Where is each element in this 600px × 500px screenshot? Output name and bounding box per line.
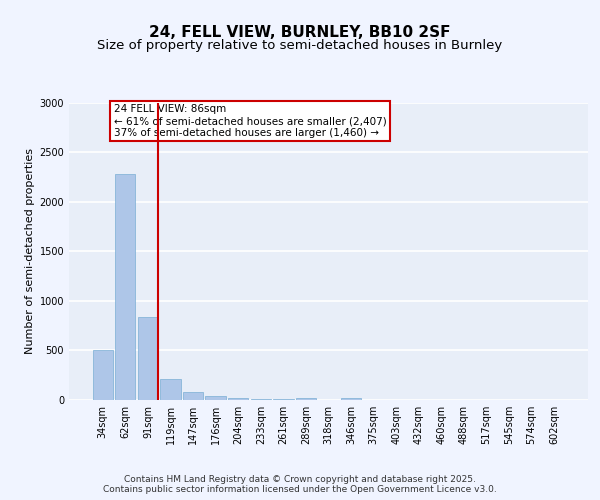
Text: 24 FELL VIEW: 86sqm
← 61% of semi-detached houses are smaller (2,407)
37% of sem: 24 FELL VIEW: 86sqm ← 61% of semi-detach… xyxy=(114,104,387,138)
Bar xyxy=(160,378,181,400)
Bar xyxy=(205,396,226,400)
Text: Size of property relative to semi-detached houses in Burnley: Size of property relative to semi-detach… xyxy=(97,38,503,52)
Bar xyxy=(92,350,113,400)
Bar xyxy=(228,398,248,400)
Bar xyxy=(115,174,136,400)
Bar xyxy=(183,392,203,400)
Bar xyxy=(341,398,361,400)
Text: Contains HM Land Registry data © Crown copyright and database right 2025.
Contai: Contains HM Land Registry data © Crown c… xyxy=(103,474,497,494)
Bar xyxy=(138,316,158,400)
Bar xyxy=(251,398,271,400)
Y-axis label: Number of semi-detached properties: Number of semi-detached properties xyxy=(25,148,35,354)
Bar xyxy=(273,399,293,400)
Text: 24, FELL VIEW, BURNLEY, BB10 2SF: 24, FELL VIEW, BURNLEY, BB10 2SF xyxy=(149,25,451,40)
Bar xyxy=(296,398,316,400)
